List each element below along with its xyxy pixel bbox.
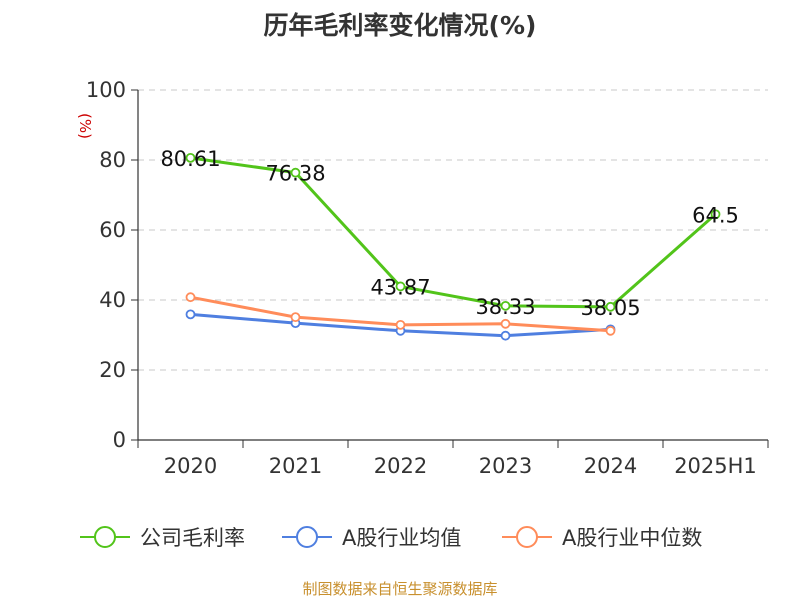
data-point [395, 281, 406, 292]
y-axis-unit-label: (%) [76, 113, 94, 139]
data-point [500, 300, 511, 311]
x-tick-label: 2022 [374, 454, 427, 478]
legend-item[interactable]: 公司毛利率 [80, 526, 245, 550]
source-note: 制图数据来自恒生聚源数据库 [302, 580, 497, 598]
data-point [290, 312, 301, 323]
legend-item[interactable]: A股行业均值 [282, 526, 461, 550]
legend-marker [94, 526, 116, 548]
data-point [500, 318, 511, 329]
data-point [185, 152, 196, 163]
grid [138, 89, 768, 371]
legend-label: A股行业中位数 [562, 526, 702, 550]
data-point [395, 319, 406, 330]
data-point [605, 325, 616, 336]
data-label: 43.87 [370, 275, 430, 299]
y-tick-label: 0 [113, 428, 126, 452]
data-point [185, 309, 196, 320]
data-point [290, 167, 301, 178]
x-tick-label: 2023 [479, 454, 532, 478]
legend-label: 公司毛利率 [140, 526, 245, 550]
legend-marker [516, 526, 538, 548]
data-labels: 80.61 76.38 43.87 38.33 38.05 64.5 [160, 147, 738, 320]
data-point [185, 292, 196, 303]
series-line [190, 156, 717, 309]
legend-label: A股行业均值 [342, 526, 461, 550]
data-label: 80.61 [160, 147, 220, 171]
data-label: 64.5 [692, 203, 739, 227]
series-layer [185, 152, 721, 341]
legend[interactable]: 公司毛利率 A股行业均值 A股行业中位数 [80, 526, 702, 550]
y-tick-label: 20 [99, 358, 126, 382]
axes: 0 20 40 60 80 100 2020 2021 2022 2023 2024 2025H1 [86, 78, 769, 478]
x-tick-label: 2020 [164, 454, 217, 478]
x-tick-label: 2024 [584, 454, 637, 478]
legend-marker [296, 526, 318, 548]
data-point [710, 209, 721, 220]
legend-item[interactable]: A股行业中位数 [502, 526, 702, 550]
data-point [605, 301, 616, 312]
data-label: 38.05 [580, 296, 640, 320]
x-tick-label: 2025H1 [674, 454, 757, 478]
y-tick-label: 80 [99, 148, 126, 172]
data-point [500, 330, 511, 341]
y-tick-label: 60 [99, 218, 126, 242]
data-label: 38.33 [475, 295, 535, 319]
chart-title: 历年毛利率变化情况(%) [264, 11, 537, 40]
x-tick-label: 2021 [269, 454, 322, 478]
y-tick-label: 100 [86, 78, 126, 102]
y-tick-label: 40 [99, 288, 126, 312]
data-label: 76.38 [265, 162, 325, 186]
